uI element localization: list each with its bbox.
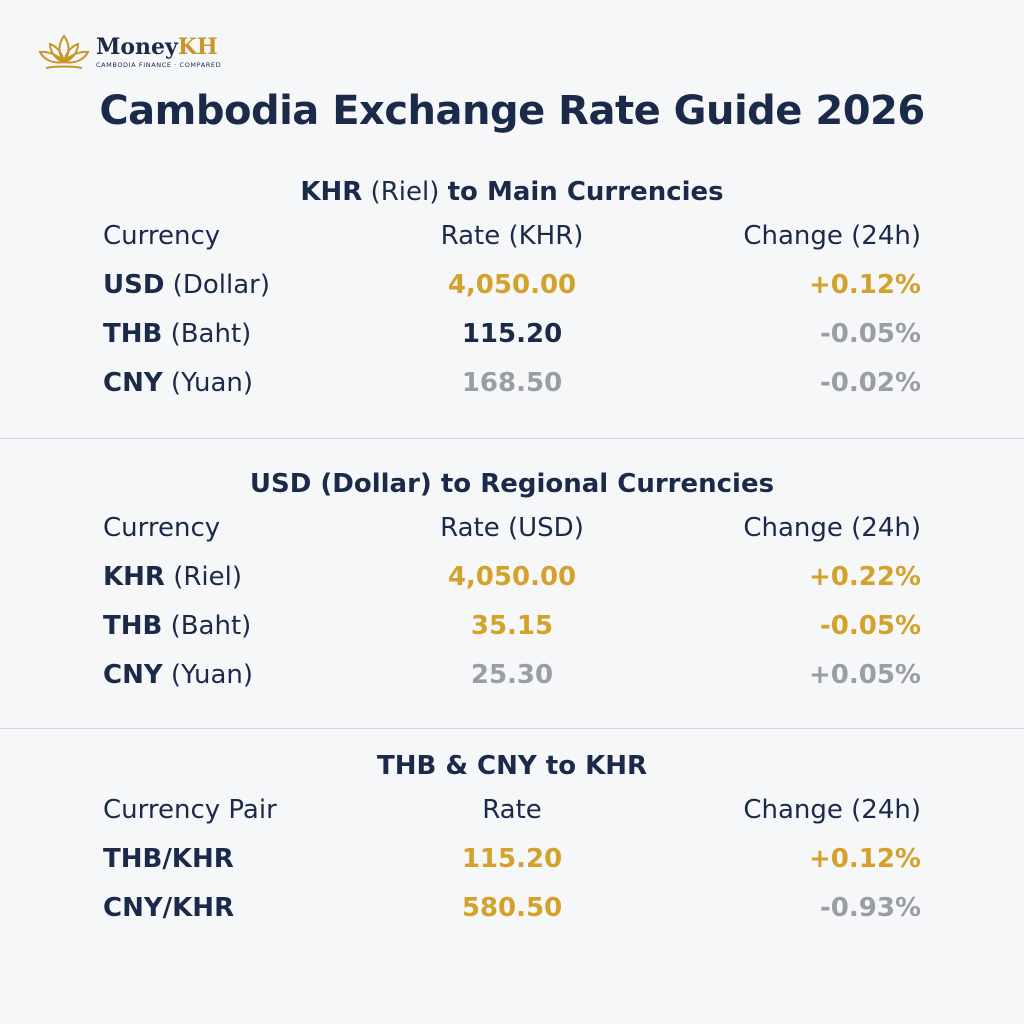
- currency-code: USD: [103, 270, 165, 300]
- section-divider: [0, 728, 1024, 729]
- column-header: Currency Pair: [103, 795, 277, 825]
- currency-cell: USD (Dollar): [103, 261, 270, 310]
- page-title: Cambodia Exchange Rate Guide 2026: [99, 88, 925, 134]
- rate-section: USD (Dollar) to Regional Currencies Curre…: [0, 464, 1024, 700]
- section-title-rest: to Main Currencies: [447, 177, 724, 207]
- rate-value: 4,050.00: [447, 562, 577, 592]
- table-header: Currency Pair Rate Change (24h): [0, 786, 1024, 835]
- rate-value: 168.50: [461, 368, 563, 398]
- change-value: -0.93%: [820, 893, 921, 923]
- change-value: -0.05%: [820, 611, 921, 641]
- column-header: Rate (KHR): [440, 221, 584, 251]
- rate-section: THB & CNY to KHR Currency Pair Rate Change …: [0, 746, 1024, 933]
- currency-code: THB: [103, 611, 163, 641]
- brand-tagline: CAMBODIA FINANCE · COMPARED: [96, 61, 222, 69]
- table-header: Currency Rate (KHR) Change (24h): [0, 212, 1024, 261]
- change-value: +0.22%: [809, 562, 921, 592]
- currency-name: (Baht): [162, 611, 252, 641]
- table-row[interactable]: KHR (Riel) 4,050.00 +0.22%: [0, 553, 1024, 602]
- currency-code: THB/KHR: [103, 844, 234, 874]
- change-value: -0.02%: [820, 368, 921, 398]
- rate-value: 115.20: [461, 319, 563, 349]
- section-title-light: (Riel): [362, 177, 448, 207]
- column-header: Currency: [103, 513, 221, 543]
- rate-value: 4,050.00: [447, 270, 577, 300]
- currency-code: CNY: [103, 660, 163, 690]
- rate-section: KHR (Riel) to Main Currencies Currency Rat…: [0, 172, 1024, 408]
- currency-code: KHR: [103, 562, 165, 592]
- column-header: Change (24h): [743, 221, 921, 251]
- currency-cell: THB (Baht): [103, 602, 251, 651]
- currency-cell: CNY (Yuan): [103, 651, 253, 700]
- currency-name: (Dollar): [164, 270, 270, 300]
- table-row[interactable]: THB (Baht) 115.20 -0.05%: [0, 310, 1024, 359]
- table-row[interactable]: CNY (Yuan) 168.50 -0.02%: [0, 359, 1024, 408]
- table-row[interactable]: THB (Baht) 35.15 -0.05%: [0, 602, 1024, 651]
- currency-code: CNY/KHR: [103, 893, 235, 923]
- change-value: +0.12%: [809, 844, 921, 874]
- currency-name: (Baht): [162, 319, 252, 349]
- change-value: +0.05%: [809, 660, 921, 690]
- section-title-bold: USD (Dollar) to Regional Currencies: [249, 469, 775, 499]
- table-row[interactable]: USD (Dollar) 4,050.00 +0.12%: [0, 261, 1024, 310]
- change-value: -0.05%: [820, 319, 921, 349]
- section-title: KHR (Riel) to Main Currencies: [0, 172, 1024, 212]
- column-header: Rate (USD): [440, 513, 584, 543]
- currency-code: THB: [103, 319, 163, 349]
- table-header: Currency Rate (USD) Change (24h): [0, 504, 1024, 553]
- currency-name: (Yuan): [162, 368, 254, 398]
- section-title: THB & CNY to KHR: [0, 746, 1024, 786]
- section-title-bold: KHR: [300, 177, 363, 207]
- currency-cell: THB/KHR: [103, 835, 234, 884]
- currency-cell: CNY (Yuan): [103, 359, 253, 408]
- column-header: Currency: [103, 221, 221, 251]
- currency-code: CNY: [103, 368, 163, 398]
- section-divider: [0, 438, 1024, 439]
- currency-cell: KHR (Riel): [103, 553, 242, 602]
- brand-name: MoneyKH: [96, 34, 218, 60]
- brand-logo[interactable]: MoneyKH CAMBODIA FINANCE · COMPARED: [38, 30, 221, 74]
- change-value: +0.12%: [809, 270, 921, 300]
- currency-cell: THB (Baht): [103, 310, 251, 359]
- currency-cell: CNY/KHR: [103, 884, 234, 933]
- table-row[interactable]: CNY/KHR 580.50 -0.93%: [0, 884, 1024, 933]
- column-header: Rate: [482, 795, 542, 825]
- section-title: USD (Dollar) to Regional Currencies: [0, 464, 1024, 504]
- currency-name: (Yuan): [162, 660, 254, 690]
- rate-value: 580.50: [461, 893, 563, 923]
- rate-value: 115.20: [461, 844, 563, 874]
- column-header: Change (24h): [743, 795, 921, 825]
- lotus-icon: [38, 34, 90, 69]
- currency-name: (Riel): [164, 562, 242, 592]
- table-row[interactable]: CNY (Yuan) 25.30 +0.05%: [0, 651, 1024, 700]
- rate-value: 25.30: [470, 660, 554, 690]
- section-title-bold: THB & CNY to KHR: [376, 751, 648, 781]
- table-row[interactable]: THB/KHR 115.20 +0.12%: [0, 835, 1024, 884]
- rate-value: 35.15: [470, 611, 554, 641]
- column-header: Change (24h): [743, 513, 921, 543]
